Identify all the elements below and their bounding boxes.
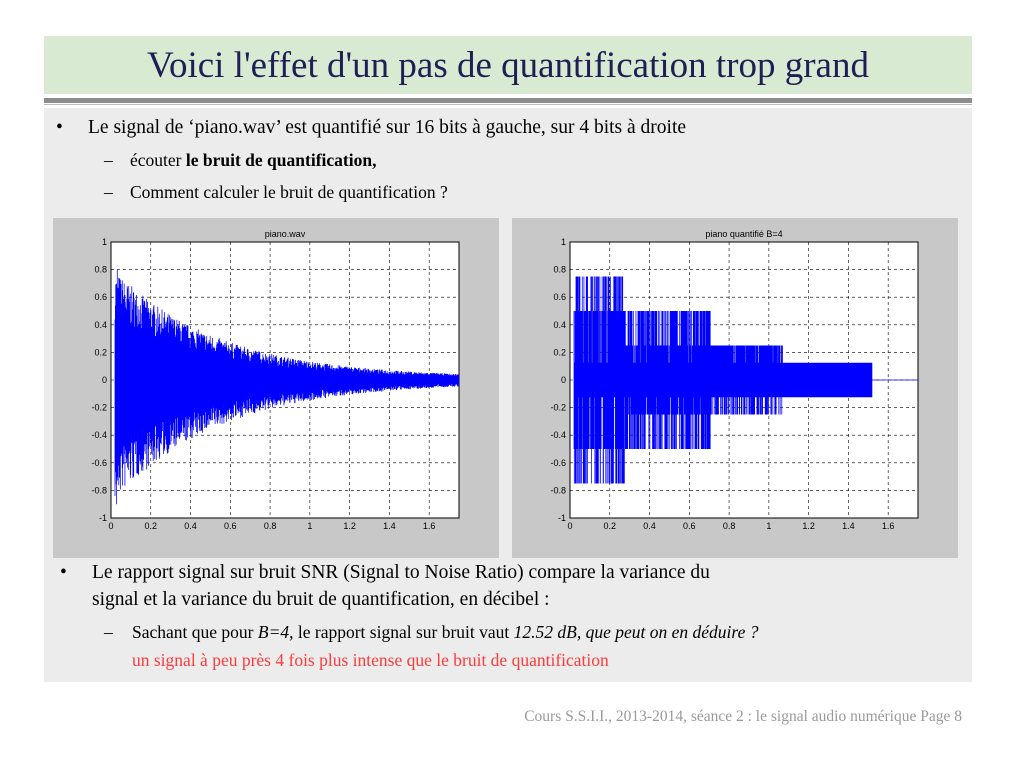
x-tick-label: 1.4 — [842, 521, 855, 531]
x-tick-label: 1.6 — [423, 521, 436, 531]
x-tick-label: 0.4 — [643, 521, 656, 531]
snr-mid: , le rapport signal sur bruit vaut — [289, 622, 514, 642]
x-tick-label: 0.6 — [224, 521, 237, 531]
bullet-snr-line1: Le rapport signal sur bruit SNR (Signal … — [92, 562, 710, 583]
y-tick-label: 0 — [102, 375, 107, 385]
snr-prefix: Sachant que pour — [132, 622, 258, 642]
y-tick-label: 0.6 — [94, 292, 107, 302]
y-tick-label: 0.8 — [553, 265, 566, 275]
bullet-snr-line2: signal et la variance du bruit de quanti… — [92, 589, 550, 610]
bullet-marker: • — [56, 117, 63, 138]
sub-bullet-snr-question: Sachant que pour B=4, le rapport signal … — [132, 622, 758, 643]
y-tick-label: -0.2 — [550, 403, 566, 413]
y-tick-label: 0.6 — [553, 292, 566, 302]
footer: Cours S.S.I.I., 2013-2014, séance 2 : le… — [524, 708, 962, 725]
y-tick-label: -0.2 — [91, 403, 107, 413]
chart-piano-wav: 0 0.2 0.4 0.6 0.8 1 1.2 1.4 1.6 1 0.8 0.6 0.4 0.2 0 -0.… — [91, 229, 460, 531]
sub-bullet-listen: écouter le bruit de quantification, — [130, 150, 376, 171]
chart-piano-quantized: 0 0.2 0.4 0.6 0.8 1 1.2 1.4 1.6 1 0.8 0.6 0.4 0.2 0 -0.… — [550, 229, 919, 531]
x-tick-label: 0 — [108, 521, 113, 531]
chart-title: piano.wav — [265, 229, 306, 239]
plot-panel-right: 0 0.2 0.4 0.6 0.8 1 1.2 1.4 1.6 1 0.8 0.6 0.4 0.2 0 -0.… — [512, 218, 958, 558]
y-tick-label: -0.8 — [91, 485, 107, 495]
y-tick-label: 0 — [561, 375, 566, 385]
signal-waveform — [114, 269, 459, 505]
y-tick-label: -1 — [558, 513, 566, 523]
x-tick-label: 0.4 — [184, 521, 197, 531]
y-tick-label: -0.4 — [91, 430, 107, 440]
listen-prefix: écouter — [130, 150, 186, 170]
dash-marker: – — [104, 622, 113, 642]
bullet-marker: • — [60, 562, 67, 583]
x-tick-label: 1 — [307, 521, 312, 531]
x-tick-label: 0.8 — [723, 521, 736, 531]
snr-value: 12.52 dB, que peut on en déduire ? — [513, 622, 759, 642]
y-tick-label: 0.8 — [94, 265, 107, 275]
x-tick-label: 1 — [766, 521, 771, 531]
x-tick-label: 1.2 — [343, 521, 356, 531]
title-rule-thin — [44, 104, 972, 105]
x-tick-label: 0.2 — [604, 521, 617, 531]
y-tick-label: -1 — [99, 513, 107, 523]
y-tick-label: 0.2 — [94, 347, 107, 357]
y-tick-label: 1 — [102, 237, 107, 247]
bullet-quantization: Le signal de ‘piano.wav’ est quantifié s… — [88, 117, 687, 138]
x-tick-label: 1.2 — [802, 521, 815, 531]
x-tick-label: 0.6 — [683, 521, 696, 531]
dash-marker: – — [104, 182, 113, 202]
y-tick-label: 0.4 — [553, 320, 566, 330]
slide-title: Voici l'effet d'un pas de quantification… — [147, 44, 869, 86]
title-banner: Voici l'effet d'un pas de quantification… — [44, 36, 972, 94]
snr-b-value: B=4 — [257, 622, 290, 642]
snr-answer: un signal à peu près 4 fois plus intense… — [132, 650, 609, 670]
chart-title: piano quantifié B=4 — [705, 229, 782, 239]
listen-noise-link[interactable]: le bruit de quantification, — [185, 150, 377, 170]
x-tick-label: 1.6 — [882, 521, 895, 531]
x-tick-label: 0 — [567, 521, 572, 531]
y-tick-label: 0.4 — [94, 320, 107, 330]
x-tick-label: 0.8 — [264, 521, 277, 531]
y-tick-label: -0.8 — [550, 485, 566, 495]
title-rule — [44, 98, 972, 103]
y-tick-label: 0.2 — [553, 347, 566, 357]
y-tick-label: -0.6 — [550, 458, 566, 468]
x-tick-label: 1.4 — [383, 521, 396, 531]
y-tick-label: 1 — [561, 237, 566, 247]
signal-waveform — [573, 276, 918, 484]
dash-marker: – — [104, 150, 113, 170]
plot-panel-left: 0 0.2 0.4 0.6 0.8 1 1.2 1.4 1.6 1 0.8 0.6 0.4 0.2 0 -0.… — [53, 218, 499, 558]
y-tick-label: -0.6 — [91, 458, 107, 468]
sub-bullet-question: Comment calculer le bruit de quantificat… — [130, 182, 448, 202]
x-tick-label: 0.2 — [145, 521, 158, 531]
y-tick-label: -0.4 — [550, 430, 566, 440]
